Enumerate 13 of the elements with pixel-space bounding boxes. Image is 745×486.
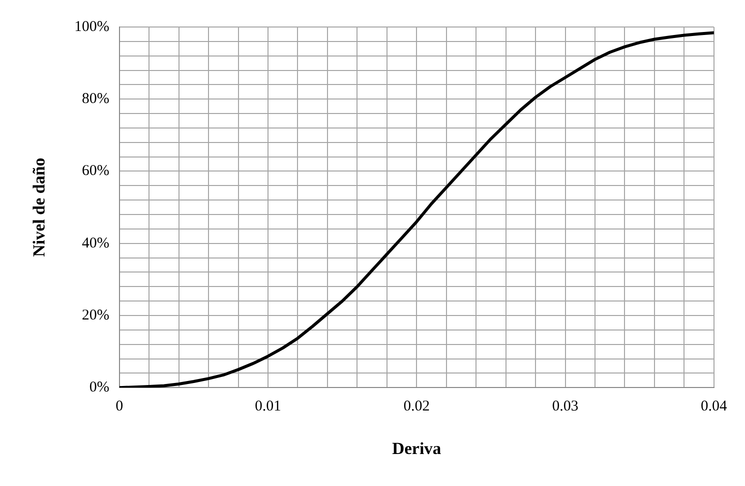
x-tick-label: 0.04 <box>700 398 728 415</box>
y-tick-label: 20% <box>82 307 110 324</box>
x-tick-label: 0.03 <box>552 398 578 415</box>
y-tick-label: 80% <box>82 91 110 108</box>
y-axis-title: Nivel de daño <box>30 158 49 257</box>
y-tick-label: 100% <box>74 18 110 35</box>
y-tick-label: 40% <box>82 235 110 252</box>
x-tick-label: 0.02 <box>404 398 430 415</box>
y-tick-label: 60% <box>82 163 110 180</box>
y-tick-label: 0% <box>89 380 110 396</box>
x-tick-label: 0.01 <box>254 398 282 415</box>
x-tick-label: 0 <box>116 398 124 415</box>
x-axis-title: Deriva <box>392 439 442 458</box>
